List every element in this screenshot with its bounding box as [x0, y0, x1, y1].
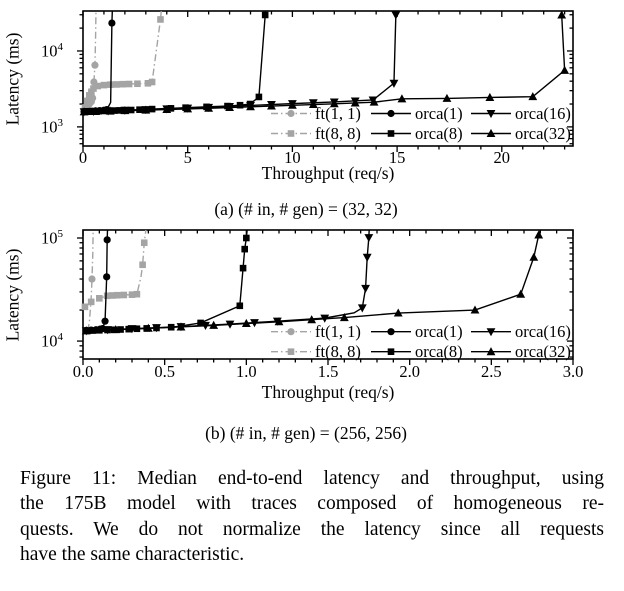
svg-text:0.5: 0.5: [154, 362, 175, 381]
svg-text:20: 20: [494, 148, 511, 167]
axes: [77, 229, 574, 365]
svg-text:orca(32): orca(32): [515, 124, 571, 143]
legend-entry: orca(8): [371, 342, 463, 361]
tick-labels: 0.0 0.5 1.0 1.5 2.0 2.5 3.0 104 105: [41, 228, 583, 381]
svg-text:10: 10: [284, 148, 301, 167]
svg-text:ft(8, 8): ft(8, 8): [315, 342, 361, 361]
svg-text:1.0: 1.0: [236, 362, 257, 381]
svg-text:104: 104: [41, 331, 64, 351]
series-ft(8, 8): [81, 10, 164, 111]
svg-text:2.0: 2.0: [399, 362, 420, 381]
series-orca(32): [81, 229, 544, 335]
legend-entry: orca(16): [471, 104, 571, 123]
svg-text:orca(8): orca(8): [415, 124, 463, 143]
series-orca(8): [82, 229, 250, 335]
figure-caption-line: have the same characteristic.: [20, 543, 245, 565]
chart-b-plot: 0.0 0.5 1.0 1.5 2.0 2.5 3.0 104 105 ft(1, 1) orca(…: [41, 228, 583, 381]
svg-text:0.0: 0.0: [73, 362, 94, 381]
legend-entry: orca(1): [371, 104, 463, 123]
legend-entry: orca(1): [371, 322, 463, 341]
svg-text:105: 105: [41, 228, 64, 248]
svg-text:104: 104: [41, 41, 64, 61]
legend-entry: orca(32): [471, 124, 571, 143]
figure-caption-line: quests. We do not normalize the latency …: [20, 518, 604, 540]
svg-text:15: 15: [389, 148, 406, 167]
svg-text:orca(1): orca(1): [415, 104, 463, 123]
svg-text:1.5: 1.5: [318, 362, 339, 381]
svg-text:orca(1): orca(1): [415, 322, 463, 341]
chart-a-x-axis-title: Throughput (req/s): [261, 163, 395, 183]
chart-a-caption: (a) (# in, # gen) = (32, 32): [214, 199, 398, 219]
legend-entry: ft(1, 1): [271, 104, 361, 123]
svg-text:orca(16): orca(16): [515, 104, 571, 123]
chart-b-x-axis-title: Throughput (req/s): [261, 382, 395, 402]
series-orca(16): [79, 10, 401, 117]
svg-text:orca(32): orca(32): [515, 342, 571, 361]
svg-text:ft(8, 8): ft(8, 8): [315, 124, 361, 143]
legend-entry: orca(16): [471, 322, 571, 341]
svg-text:orca(8): orca(8): [415, 342, 463, 361]
svg-text:2.5: 2.5: [481, 362, 502, 381]
figure-caption-line: Figure 11: Median end-to-end latency and…: [20, 468, 604, 489]
figure-caption-line: the 175B model with traces composed of h…: [20, 493, 604, 515]
series-orca(16): [81, 229, 374, 336]
svg-text:0: 0: [79, 148, 87, 167]
svg-text:ft(1, 1): ft(1, 1): [315, 104, 361, 123]
series-ft(1, 1): [84, 229, 96, 335]
chart-a-plot: 0 5 10 15 20 103 104 ft(1, 1) orca(1) orca(16) ft(…: [41, 10, 574, 167]
series-orca(32): [79, 10, 570, 116]
legend-entry: ft(8, 8): [271, 124, 361, 143]
legend-entry: ft(8, 8): [271, 342, 361, 361]
series-ft(8, 8): [81, 229, 148, 311]
legend-entry: orca(32): [471, 342, 571, 361]
legend-entry: ft(1, 1): [271, 322, 361, 341]
axes: [77, 10, 574, 152]
svg-text:ft(1, 1): ft(1, 1): [315, 322, 361, 341]
svg-text:3.0: 3.0: [563, 362, 584, 381]
tick-labels: 0 5 10 15 20 103 104: [41, 41, 510, 167]
svg-text:5: 5: [184, 148, 192, 167]
svg-text:orca(16): orca(16): [515, 322, 571, 341]
chart-b-caption: (b) (# in, # gen) = (256, 256): [205, 423, 407, 443]
figure-caption: Figure 11: Median end-to-end latency and…: [20, 466, 604, 567]
series-orca(8): [81, 10, 269, 116]
series-orca(1): [82, 229, 111, 334]
legend-entry: orca(8): [371, 124, 463, 143]
svg-text:103: 103: [41, 117, 64, 137]
